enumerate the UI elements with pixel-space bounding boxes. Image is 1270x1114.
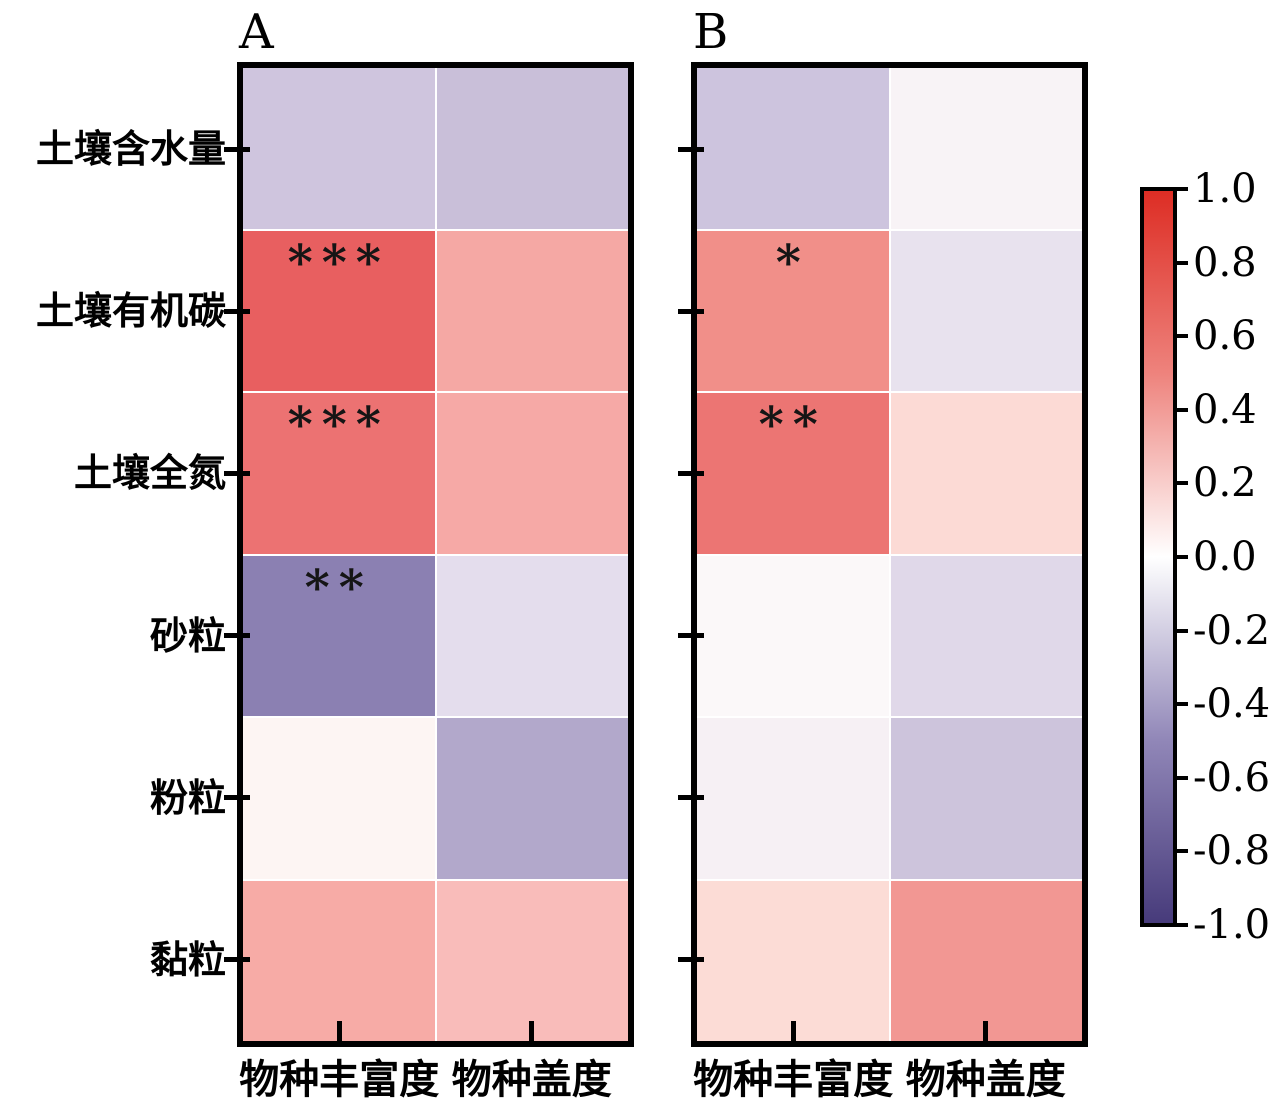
colorbar-tick: [1175, 481, 1188, 486]
y-axis-tick: [678, 470, 704, 476]
colorbar-tick: [1175, 260, 1188, 265]
significance-stars: ***: [287, 234, 390, 291]
colorbar-tick-label-2: 0.6: [1193, 313, 1257, 360]
heatmap-cell: [697, 880, 889, 1041]
heatmap-cell: [890, 68, 1082, 229]
row-label-6: 黏粒: [149, 936, 226, 982]
colorbar-tick: [1175, 628, 1188, 633]
heatmap-cell: [436, 718, 628, 879]
significance-stars: **: [758, 397, 827, 453]
heatmap-cell: [890, 880, 1082, 1041]
colorbar-tick-label-7: -0.4: [1193, 681, 1270, 728]
significance-stars: *: [775, 234, 810, 291]
x-axis-tick: [529, 1021, 535, 1045]
y-axis-tick: [678, 308, 704, 314]
significance-stars: ***: [287, 397, 390, 453]
y-axis-tick: [224, 308, 250, 314]
significance-stars: **: [304, 559, 373, 616]
heatmap-cell: **: [697, 393, 889, 554]
y-axis-tick: [678, 957, 704, 963]
colorbar-tick-label-4: 0.2: [1193, 460, 1257, 507]
heatmap-cell: [436, 393, 628, 554]
heatmap-cell: [890, 230, 1082, 391]
y-axis-tick: [678, 633, 704, 639]
y-axis-tick: [678, 146, 704, 152]
x-axis-tick: [983, 1021, 989, 1045]
heatmap-cell: ***: [243, 230, 435, 391]
heatmap-panel-b: * **: [691, 62, 1088, 1047]
x-axis-label-4: 物种盖度: [905, 1056, 1066, 1103]
y-axis-tick: [224, 795, 250, 801]
row-label-4: 砂粒: [149, 612, 226, 658]
x-axis-label-1: 物种丰富度: [239, 1056, 440, 1103]
heatmap-cell: [890, 555, 1082, 716]
row-label-3: 土壤全氮: [73, 450, 226, 496]
colorbar-tick: [1175, 334, 1188, 339]
x-axis-tick: [790, 1021, 796, 1045]
heatmap-cell: [890, 393, 1082, 554]
heatmap-cell: [697, 555, 889, 716]
y-axis-tick: [678, 795, 704, 801]
heatmap-cell: [890, 718, 1082, 879]
colorbar-tick-label-3: 0.4: [1193, 386, 1257, 433]
y-axis-tick: [224, 146, 250, 152]
colorbar-tick-label-10: -1.0: [1193, 902, 1270, 948]
heatmap-cell: [243, 68, 435, 229]
heatmap-grid: *** *** **: [243, 68, 628, 1041]
heatmap-cell: [436, 880, 628, 1041]
heatmap-cell: [697, 68, 889, 229]
heatmap-cell: [243, 718, 435, 879]
colorbar-tick: [1175, 187, 1188, 191]
y-axis-tick: [224, 957, 250, 963]
colorbar-tick: [1175, 775, 1188, 780]
panel-title-a: A: [239, 4, 274, 60]
colorbar-tick-label-9: -0.8: [1193, 828, 1270, 875]
colorbar-tick-label-5: 0.0: [1193, 534, 1257, 580]
heatmap-cell: [243, 880, 435, 1041]
colorbar-tick: [1175, 849, 1188, 854]
heatmap-cell: *: [697, 230, 889, 391]
heatmap-panel-a: *** *** **: [237, 62, 634, 1047]
x-axis-label-3: 物种丰富度: [693, 1056, 894, 1103]
colorbar-tick-label-1: 0.8: [1193, 239, 1257, 286]
colorbar-tick: [1175, 923, 1188, 927]
x-axis-label-2: 物种盖度: [451, 1056, 612, 1103]
colorbar-tick: [1175, 555, 1188, 559]
y-axis-tick: [224, 470, 250, 476]
heatmap-grid: * **: [697, 68, 1082, 1041]
row-label-1: 土壤含水量: [35, 126, 226, 172]
row-label-2: 土壤有机碳: [35, 288, 226, 334]
heatmap-cell: ***: [243, 393, 435, 554]
x-axis-tick: [336, 1021, 342, 1045]
colorbar-tick-label-8: -0.6: [1193, 754, 1270, 801]
heatmap-cell: [436, 68, 628, 229]
colorbar: [1140, 187, 1177, 927]
heatmap-cell: **: [243, 555, 435, 716]
panel-title-b: B: [693, 4, 729, 60]
colorbar-tick: [1175, 702, 1188, 707]
heatmap-cell: [697, 718, 889, 879]
row-label-5: 粉粒: [149, 774, 226, 820]
y-axis-tick: [224, 633, 250, 639]
colorbar-tick: [1175, 407, 1188, 412]
colorbar-tick-label-0: 1.0: [1193, 166, 1257, 212]
heatmap-cell: [436, 555, 628, 716]
heatmap-cell: [436, 230, 628, 391]
colorbar-tick-label-6: -0.2: [1193, 607, 1270, 654]
